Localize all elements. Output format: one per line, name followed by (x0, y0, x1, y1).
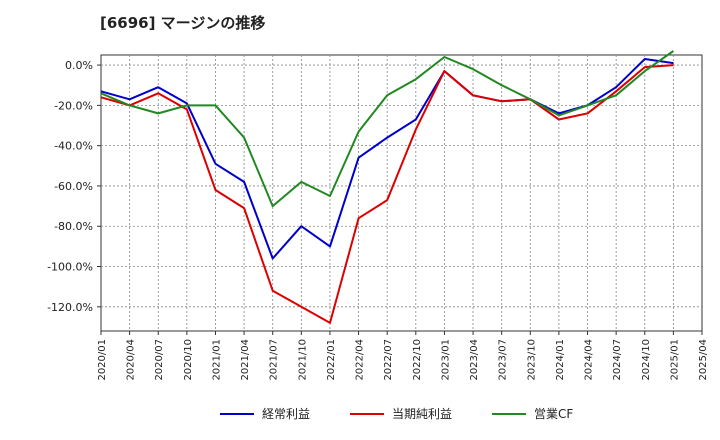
x-tick-label: 2021/07 (269, 339, 280, 381)
x-tick-label: 2021/01 (211, 339, 222, 381)
y-tick-label: -120.0% (47, 301, 93, 314)
x-tick-label: 2022/07 (383, 339, 394, 381)
legend-label-2: 当期純利益 (392, 407, 452, 421)
x-tick-label: 2023/04 (469, 339, 480, 381)
x-axis: 2020/01 2020/04 2020/07 2020/10 2021/01 2021/… (97, 331, 709, 381)
series-line-3 (100, 50, 674, 208)
y-tick-label: -80.0% (54, 220, 93, 233)
series-line-2 (100, 64, 674, 324)
x-tick-label: 2023/01 (440, 339, 451, 381)
y-tick-label: -20.0% (54, 99, 93, 112)
x-tick-label: 2025/04 (698, 339, 709, 381)
x-tick-label: 2020/01 (97, 339, 108, 381)
x-tick-label: 2024/10 (641, 339, 652, 381)
x-tick-label: 2022/10 (412, 339, 423, 381)
x-tick-label: 2024/04 (584, 339, 595, 381)
x-tick-label: 2023/07 (498, 339, 509, 381)
x-tick-label: 2020/07 (154, 339, 165, 381)
x-tick-label: 2022/01 (326, 339, 337, 381)
x-tick-label: 2020/10 (183, 339, 194, 381)
chart-title: [6696] マージンの推移 (100, 14, 266, 32)
y-tick-label: -40.0% (54, 140, 93, 153)
legend-label-1: 経常利益 (262, 407, 310, 421)
y-tick-label: 0.0% (65, 59, 93, 72)
x-tick-label: 2025/01 (669, 339, 680, 381)
series-lines (100, 50, 674, 324)
x-tick-label: 2023/10 (526, 339, 537, 381)
legend: 経常利益 当期純利益 営業CF (220, 407, 573, 421)
y-axis: 0.0% -20.0% -40.0% -60.0% -80.0% -100.0% -120.… (47, 59, 101, 314)
y-tick-label: -100.0% (47, 261, 93, 274)
x-tick-label: 2021/10 (297, 339, 308, 381)
x-tick-label: 2020/04 (126, 339, 137, 381)
y-tick-label: -60.0% (54, 180, 93, 193)
grid (101, 55, 702, 331)
x-tick-label: 2021/04 (240, 339, 251, 381)
x-tick-label: 2022/04 (355, 339, 366, 381)
legend-label-3: 営業CF (534, 407, 573, 421)
x-tick-label: 2024/07 (612, 339, 623, 381)
x-tick-label: 2024/01 (555, 339, 566, 381)
